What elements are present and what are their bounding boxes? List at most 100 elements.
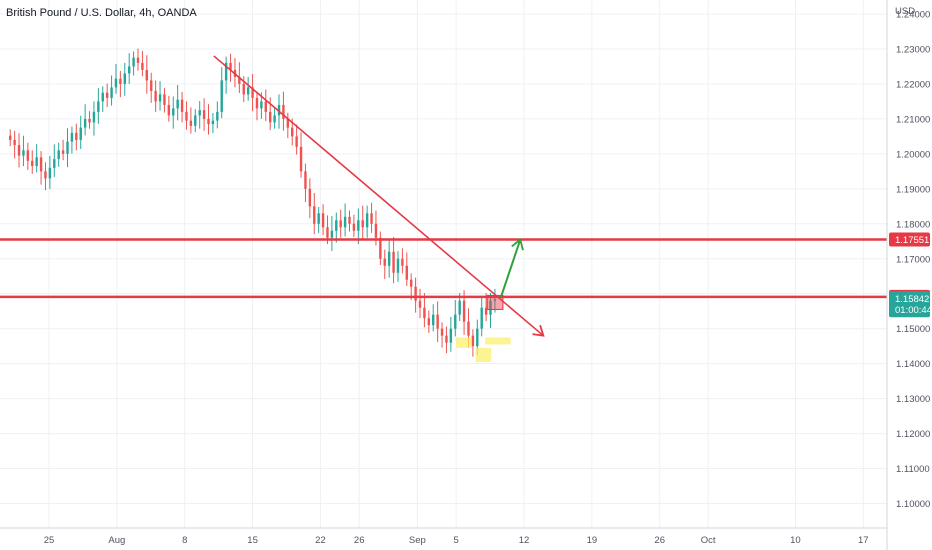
candle-body xyxy=(176,99,179,109)
candle-body xyxy=(383,258,386,266)
price-tick-label: 1.23000 xyxy=(896,44,930,55)
candle-body xyxy=(374,223,378,238)
candle-body xyxy=(365,213,369,228)
low-highlight-box[interactable] xyxy=(485,337,511,345)
candle-body xyxy=(484,307,488,315)
candle-body xyxy=(145,69,149,81)
candle-body xyxy=(180,99,184,112)
candle-body xyxy=(35,157,38,167)
chart-title: British Pound / U.S. Dollar, 4h, OANDA xyxy=(6,7,197,19)
time-tick-label: 22 xyxy=(315,535,326,546)
candle-body xyxy=(454,314,457,329)
candle-body xyxy=(405,265,409,280)
candle-body xyxy=(291,127,294,137)
price-tick-label: 1.20000 xyxy=(896,149,930,160)
candle-body xyxy=(467,321,470,336)
drawing-annotations[interactable] xyxy=(0,55,887,362)
candle-body xyxy=(216,111,219,121)
price-axis[interactable]: 1.24000 1.23000 1.22000 1.21000 1.20000 1.190… xyxy=(896,9,930,510)
candle-body xyxy=(194,115,197,126)
candle-body xyxy=(335,220,338,231)
time-tick-label: 17 xyxy=(858,535,869,546)
candle-body xyxy=(17,145,21,156)
candle-body xyxy=(132,57,135,67)
candle-body xyxy=(401,258,404,266)
low-highlight-box[interactable] xyxy=(475,347,492,362)
candle-body xyxy=(198,110,201,116)
candle-body xyxy=(357,220,360,231)
bullish-arrowhead xyxy=(511,237,524,251)
candle-body xyxy=(361,220,364,228)
time-tick-label: 10 xyxy=(790,535,801,546)
candle-body xyxy=(299,146,303,172)
candle-body xyxy=(110,87,113,98)
candle-body xyxy=(238,76,241,84)
candle-body xyxy=(370,213,373,224)
candle-body xyxy=(277,104,281,116)
candle-body xyxy=(445,335,448,343)
price-tick-label: 1.18000 xyxy=(896,219,930,230)
price-tick-label: 1.19000 xyxy=(896,184,930,195)
candle-body xyxy=(158,94,162,102)
candle-body xyxy=(66,141,69,154)
candle-body xyxy=(387,251,391,266)
price-tick-label: 1.10000 xyxy=(896,499,930,510)
candle-body xyxy=(295,136,298,147)
time-tick-label: Aug xyxy=(108,535,125,546)
trendline[interactable] xyxy=(213,55,544,337)
candle-body xyxy=(418,300,422,308)
candle-body xyxy=(282,104,285,119)
candle-body xyxy=(409,279,413,287)
time-tick-label: Sep xyxy=(409,535,426,546)
candle-body xyxy=(9,135,12,140)
candle-body xyxy=(39,157,43,172)
candle-body xyxy=(414,286,417,301)
time-tick-label: 5 xyxy=(453,535,458,546)
candle-body xyxy=(150,80,153,91)
candle-body xyxy=(61,150,65,154)
candle-body xyxy=(427,318,431,326)
candle-body xyxy=(392,251,395,273)
candle-body xyxy=(154,90,157,102)
bar-countdown-text: 01:00:44 xyxy=(895,305,932,316)
candle-body xyxy=(246,87,250,95)
time-tick-label: 12 xyxy=(519,535,530,546)
candle-body xyxy=(114,78,118,88)
candle-body xyxy=(75,132,78,140)
price-tick-label: 1.13000 xyxy=(896,394,930,405)
candle-body xyxy=(207,118,210,125)
candle-body xyxy=(22,150,25,156)
candle-body xyxy=(286,118,290,128)
low-highlight-box[interactable] xyxy=(456,337,472,348)
time-tick-label: Oct xyxy=(701,535,716,546)
candle-body xyxy=(83,118,87,128)
last-price-badge xyxy=(889,291,930,318)
price-tick-label: 1.15000 xyxy=(896,324,930,335)
breakout-box[interactable] xyxy=(486,294,504,310)
candle-body xyxy=(224,62,228,81)
candle-body xyxy=(211,120,215,125)
time-tick-label: 26 xyxy=(354,535,365,546)
candle-body xyxy=(348,216,351,224)
candle-body xyxy=(449,328,453,343)
candle-body xyxy=(242,83,245,95)
time-tick-label: 19 xyxy=(587,535,598,546)
time-tick-label: 26 xyxy=(654,535,665,546)
time-axis[interactable]: 25 Aug 8 15 22 26 Sep 5 12 19 26 Oct 10 17 xyxy=(44,535,869,546)
candle-body xyxy=(44,171,47,179)
candle-body xyxy=(423,307,426,319)
candle-body xyxy=(396,258,400,273)
candle-body xyxy=(440,328,444,336)
candle-body xyxy=(321,213,325,228)
candle-body xyxy=(70,132,74,142)
candle-body xyxy=(308,188,312,207)
candle-body xyxy=(273,115,276,123)
level-price-badge xyxy=(889,232,930,247)
candle-body xyxy=(57,150,60,160)
candle-body xyxy=(79,127,82,140)
candle-body xyxy=(88,118,91,123)
candle-body xyxy=(268,111,272,123)
bullish-arrow[interactable] xyxy=(499,239,522,298)
